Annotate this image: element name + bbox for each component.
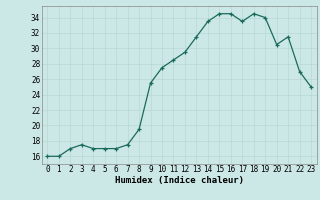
X-axis label: Humidex (Indice chaleur): Humidex (Indice chaleur): [115, 176, 244, 185]
